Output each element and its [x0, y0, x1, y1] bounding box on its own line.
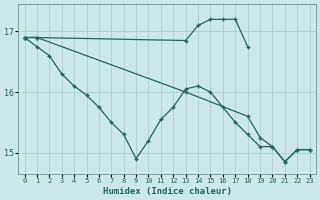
X-axis label: Humidex (Indice chaleur): Humidex (Indice chaleur): [103, 187, 232, 196]
